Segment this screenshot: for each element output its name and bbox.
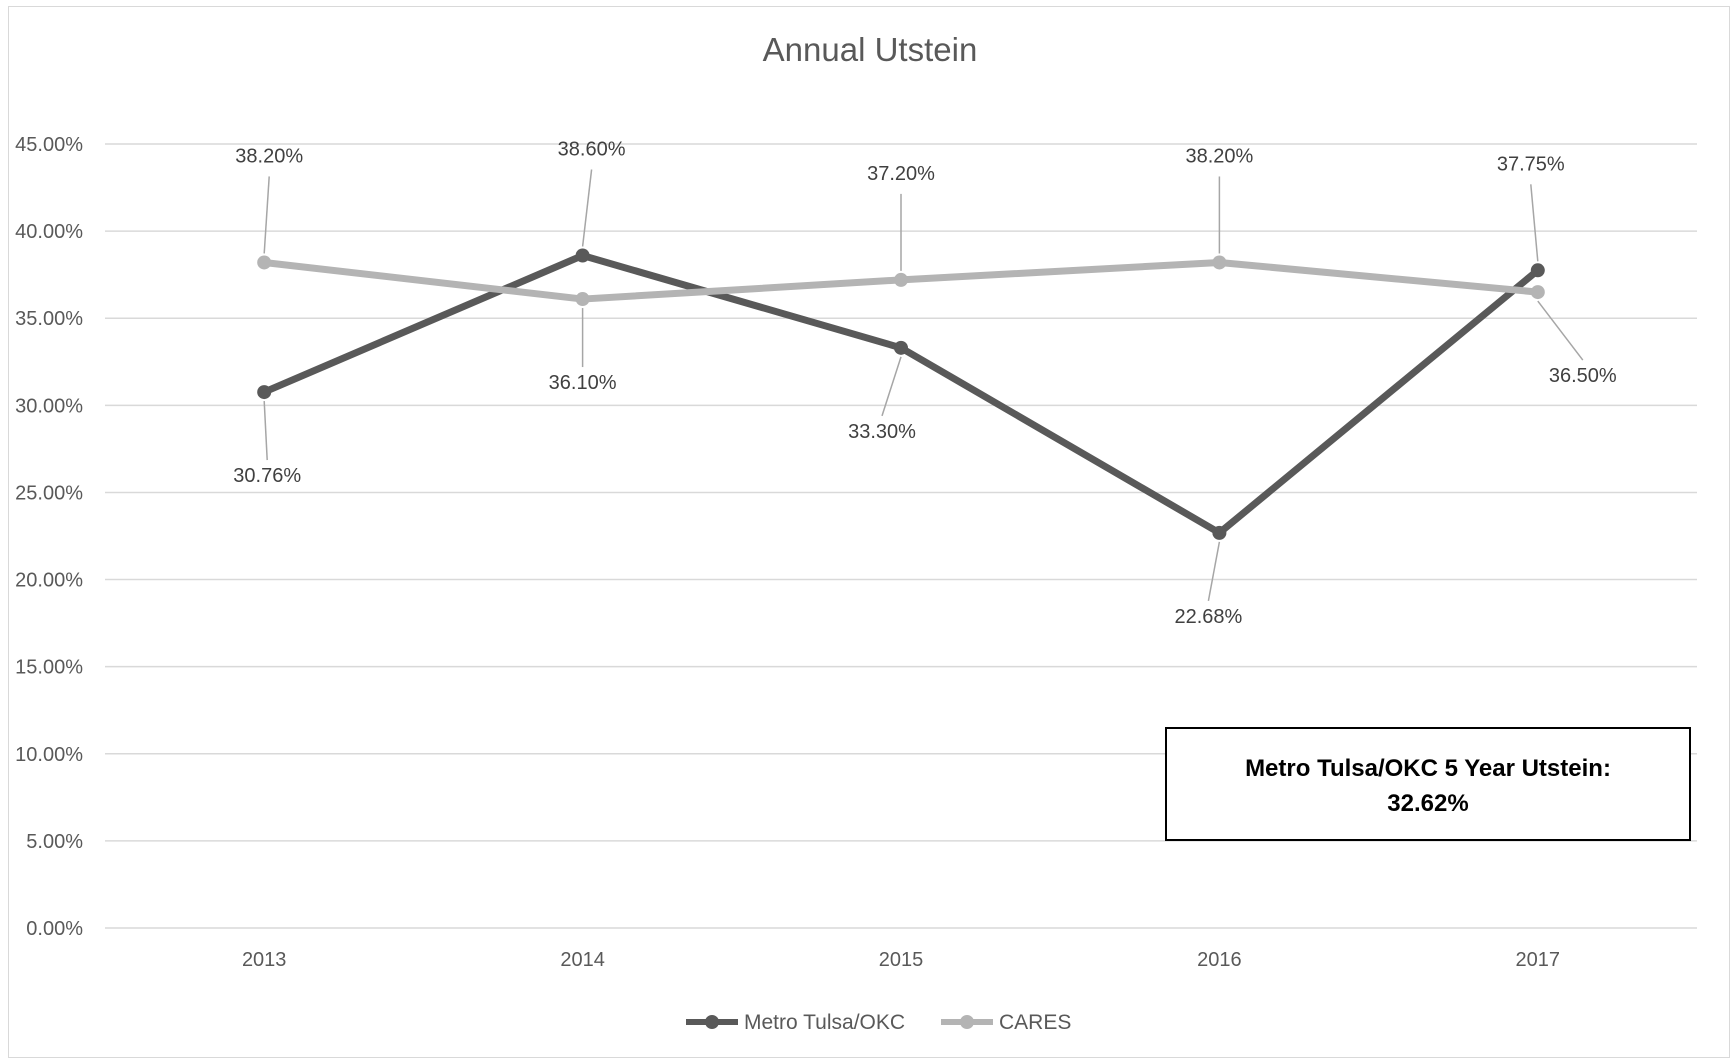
x-axis-tick-labels: 2013 2014 2015 2016 2017 xyxy=(242,949,1560,971)
chart-title: Annual Utstein xyxy=(763,31,978,68)
data-label: 33.30% xyxy=(848,421,916,443)
chart-area xyxy=(8,6,1730,1058)
leader-line xyxy=(1530,184,1539,262)
x-tick-label: 2016 xyxy=(1197,949,1242,971)
data-label: 37.20% xyxy=(867,163,935,185)
y-tick-label: 15.00% xyxy=(15,657,83,679)
callout-box xyxy=(1165,727,1691,841)
legend-label: Metro Tulsa/OKC xyxy=(744,1011,905,1034)
y-tick-label: 25.00% xyxy=(15,482,83,504)
leader-line xyxy=(263,176,270,254)
data-point[interactable] xyxy=(575,292,590,307)
series-metro-tulsa-okc xyxy=(257,248,1545,540)
data-label: 37.75% xyxy=(1497,153,1565,175)
x-tick-label: 2013 xyxy=(242,949,287,971)
series-lines xyxy=(257,248,1545,540)
data-point[interactable] xyxy=(1530,263,1545,278)
y-tick-label: 10.00% xyxy=(15,744,83,766)
data-point[interactable] xyxy=(1212,255,1227,270)
data-point[interactable] xyxy=(257,385,272,400)
x-tick-label: 2017 xyxy=(1516,949,1561,971)
legend[interactable]: Metro Tulsa/OKC CARES xyxy=(686,1011,1071,1034)
data-point[interactable] xyxy=(257,255,272,270)
data-label: 38.60% xyxy=(558,139,626,161)
series-line xyxy=(260,252,1542,537)
data-point[interactable] xyxy=(1530,285,1545,300)
data-label-leader-lines xyxy=(263,169,1584,602)
data-label: 30.76% xyxy=(233,465,301,487)
y-tick-label: 40.00% xyxy=(15,221,83,243)
y-tick-label: 5.00% xyxy=(26,831,83,853)
data-label: 36.10% xyxy=(549,372,617,394)
series-cares xyxy=(257,255,1545,307)
legend-label: CARES xyxy=(999,1011,1071,1034)
leader-line xyxy=(881,356,902,417)
y-tick-label: 45.00% xyxy=(15,134,83,156)
data-label: 36.50% xyxy=(1549,365,1617,387)
legend-item[interactable]: CARES xyxy=(941,1011,1071,1034)
y-axis-tick-labels: 0.00% 5.00% 10.00% 15.00% 20.00% 25.00% 30.00%… xyxy=(15,134,83,940)
y-tick-label: 20.00% xyxy=(15,570,83,592)
legend-swatch-marker xyxy=(960,1015,974,1029)
legend-swatch-marker xyxy=(705,1015,719,1029)
y-tick-label: 0.00% xyxy=(26,918,83,940)
legend-item[interactable]: Metro Tulsa/OKC xyxy=(686,1011,905,1034)
data-point[interactable] xyxy=(894,272,908,287)
data-point[interactable] xyxy=(894,340,908,355)
data-point[interactable] xyxy=(1212,525,1227,540)
data-point[interactable] xyxy=(575,248,590,263)
y-tick-label: 30.00% xyxy=(15,395,83,417)
data-label: 38.20% xyxy=(235,145,303,167)
x-tick-label: 2014 xyxy=(560,949,605,971)
data-label: 22.68% xyxy=(1174,606,1242,628)
five-year-utstein-callout: Metro Tulsa/OKC 5 Year Utstein: 32.62% xyxy=(1165,727,1691,841)
data-labels: 30.76% 38.60% 33.30% 22.68% 37.75% 38.20% 36.1… xyxy=(233,139,1617,628)
leader-line xyxy=(1207,541,1221,602)
y-tick-label: 35.00% xyxy=(15,308,83,330)
leader-line xyxy=(581,169,593,247)
callout-title: Metro Tulsa/OKC 5 Year Utstein: xyxy=(1245,755,1611,782)
leader-line xyxy=(1537,300,1584,361)
callout-value: 32.62% xyxy=(1387,790,1468,817)
data-label: 38.20% xyxy=(1185,145,1253,167)
x-tick-label: 2015 xyxy=(879,949,924,971)
leader-line xyxy=(263,401,268,461)
